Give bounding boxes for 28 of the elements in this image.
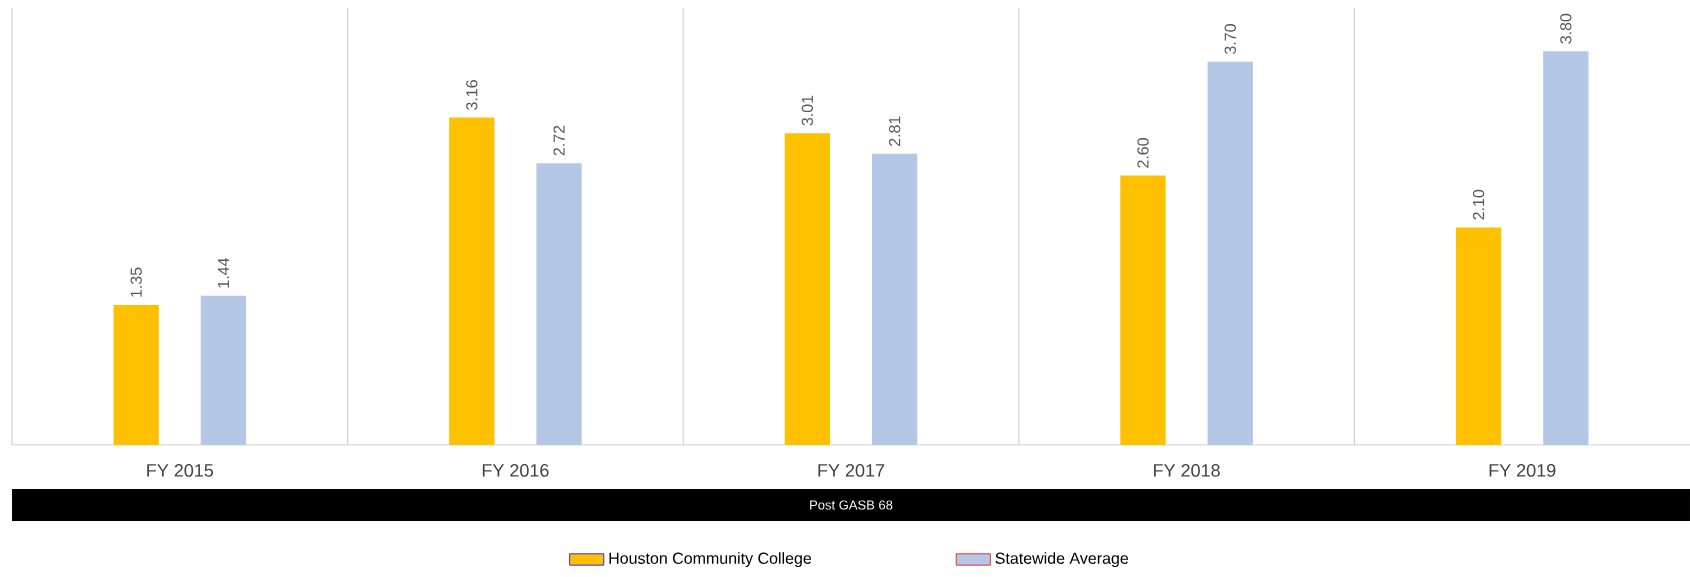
legend-label: Houston Community College [609, 552, 812, 568]
bar [113, 305, 159, 445]
data-label: 3.16 [466, 80, 478, 110]
data-label: 2.10 [1472, 189, 1485, 220]
data-label: 2.60 [1137, 138, 1149, 168]
text: Post GASB 68 [810, 500, 893, 510]
data-label: 3.70 [1224, 24, 1236, 54]
data-label: 2.81 [888, 116, 901, 146]
bar [1543, 51, 1589, 445]
data-label: 3.01 [801, 95, 814, 126]
x-tick-label: FY 2017 [818, 464, 885, 477]
bar [784, 133, 831, 445]
bar [200, 295, 247, 445]
x-tick-label: FY 2018 [1154, 464, 1220, 477]
legend-label: Statewide Average [995, 552, 1129, 568]
bar [871, 153, 918, 445]
bar [1455, 227, 1502, 445]
data-label: 3.80 [1560, 13, 1572, 44]
x-tick-label: FY 2016 [482, 464, 549, 477]
bar [536, 163, 582, 445]
bar [1120, 175, 1166, 445]
bar [449, 117, 495, 445]
x-tick-label: FY 2015 [147, 464, 214, 477]
data-label: 1.35 [130, 267, 142, 297]
x-tick-label: FY 2019 [1489, 464, 1556, 477]
data-label: 1.44 [217, 258, 229, 288]
data-label: 2.72 [553, 125, 565, 156]
bar [1207, 61, 1253, 445]
